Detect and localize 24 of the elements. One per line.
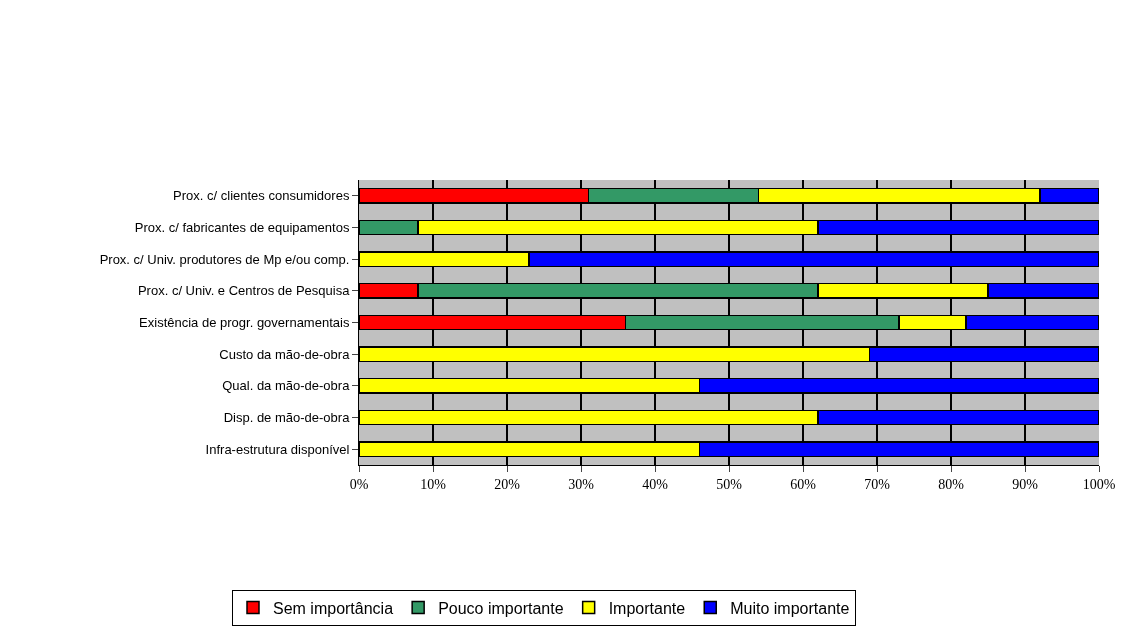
x-tick-label: 70% (864, 476, 891, 492)
x-tick-label: 60% (790, 476, 817, 492)
legend-label: Pouco importante (438, 599, 564, 617)
x-tick-label: 20% (494, 476, 521, 492)
x-tick-label: 30% (568, 476, 595, 492)
y-tick-label: Prox. c/ Univ. e Centros de Pesquisa (137, 283, 351, 299)
x-tick-label: 50% (716, 476, 743, 492)
x-tick-label: 80% (938, 476, 965, 492)
x-tick-label: 40% (642, 476, 669, 492)
y-tick-label: Prox. c/ clientes consumidores (173, 188, 350, 204)
y-tick-label: Disp. de mão-de-obra (223, 410, 351, 426)
y-tick-label: Infra-estrutura disponível (205, 441, 350, 457)
legend-label: Importante (608, 599, 686, 617)
x-tick-label: 100% (1082, 476, 1116, 492)
x-tick-label: 90% (1012, 476, 1039, 492)
y-tick-label: Custo da mão-de-obra (219, 346, 351, 362)
y-tick-label: Prox. c/ fabricantes de equipamentos (134, 220, 350, 236)
x-tick-label: 0% (349, 476, 369, 492)
x-tick-label: 10% (420, 476, 447, 492)
y-tick-label: Existência de progr. governamentais (139, 315, 350, 331)
y-tick-label: Qual. da mão-de-obra (222, 378, 351, 394)
legend-label: Sem importância (273, 599, 394, 617)
legend-label: Muito importante (730, 599, 850, 617)
y-tick-label: Prox. c/ Univ. produtores de Mp e/ou comp. (99, 251, 350, 267)
